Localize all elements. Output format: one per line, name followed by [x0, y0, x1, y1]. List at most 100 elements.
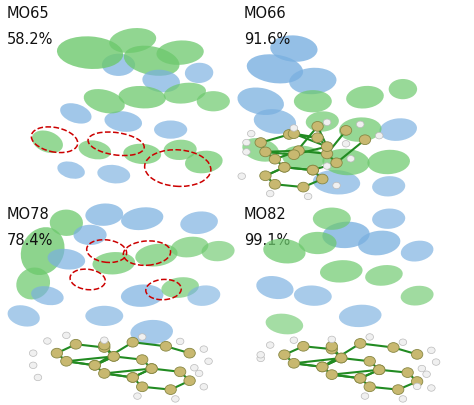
Ellipse shape [237, 87, 284, 115]
Ellipse shape [401, 241, 433, 262]
Circle shape [336, 353, 347, 363]
Ellipse shape [313, 207, 351, 230]
Circle shape [100, 337, 108, 343]
Ellipse shape [306, 111, 339, 132]
Circle shape [257, 355, 264, 362]
Text: MO65: MO65 [7, 6, 50, 21]
Circle shape [290, 125, 298, 131]
Ellipse shape [171, 237, 209, 258]
Circle shape [165, 385, 176, 394]
Circle shape [99, 343, 110, 352]
Circle shape [307, 165, 319, 175]
Ellipse shape [135, 244, 178, 266]
Text: 58.2%: 58.2% [7, 32, 54, 47]
Ellipse shape [346, 86, 384, 109]
Ellipse shape [358, 230, 401, 256]
Circle shape [321, 149, 333, 159]
Circle shape [288, 358, 300, 368]
Circle shape [423, 371, 430, 377]
Circle shape [34, 374, 42, 381]
Ellipse shape [313, 170, 360, 194]
Circle shape [279, 162, 290, 172]
Circle shape [355, 373, 366, 383]
Text: MO78: MO78 [7, 207, 50, 222]
Circle shape [317, 362, 328, 372]
Circle shape [127, 337, 138, 347]
Circle shape [399, 396, 407, 402]
Text: 91.6%: 91.6% [244, 32, 291, 47]
Circle shape [176, 338, 184, 345]
Ellipse shape [322, 222, 370, 248]
Circle shape [260, 147, 271, 157]
Circle shape [366, 334, 374, 340]
Circle shape [195, 370, 203, 377]
Ellipse shape [322, 149, 370, 175]
Ellipse shape [320, 260, 363, 283]
Circle shape [413, 383, 421, 390]
Text: MO82: MO82 [244, 207, 287, 222]
Circle shape [298, 341, 309, 351]
Ellipse shape [164, 83, 206, 104]
Circle shape [374, 365, 385, 375]
Circle shape [388, 343, 399, 352]
Ellipse shape [109, 28, 156, 53]
Circle shape [342, 141, 350, 147]
Ellipse shape [263, 239, 306, 264]
Circle shape [108, 352, 119, 361]
Circle shape [356, 121, 364, 128]
Circle shape [255, 138, 266, 147]
Circle shape [321, 142, 333, 151]
Circle shape [70, 339, 82, 349]
Circle shape [364, 356, 375, 366]
Circle shape [127, 373, 138, 382]
Ellipse shape [142, 70, 180, 92]
Ellipse shape [256, 276, 293, 299]
Circle shape [44, 338, 51, 344]
Circle shape [418, 365, 426, 372]
Ellipse shape [21, 227, 64, 275]
Circle shape [293, 146, 304, 156]
Text: 99.1%: 99.1% [244, 233, 291, 248]
Ellipse shape [372, 176, 405, 196]
Circle shape [331, 158, 342, 168]
Ellipse shape [97, 165, 130, 183]
Ellipse shape [60, 103, 91, 124]
Ellipse shape [118, 86, 166, 109]
Circle shape [326, 344, 337, 354]
Ellipse shape [265, 313, 303, 335]
Ellipse shape [8, 305, 40, 326]
Circle shape [137, 382, 148, 392]
Ellipse shape [270, 35, 318, 62]
Circle shape [238, 173, 246, 179]
Circle shape [347, 156, 355, 162]
Circle shape [200, 384, 208, 390]
Circle shape [317, 362, 328, 372]
Circle shape [288, 150, 300, 160]
Ellipse shape [187, 286, 220, 306]
Ellipse shape [294, 286, 332, 306]
Circle shape [317, 174, 328, 184]
Ellipse shape [154, 120, 187, 139]
Circle shape [257, 352, 264, 358]
Circle shape [290, 337, 298, 343]
Ellipse shape [254, 109, 296, 134]
Circle shape [99, 369, 110, 378]
Circle shape [336, 353, 347, 363]
Circle shape [269, 154, 281, 164]
Ellipse shape [282, 145, 325, 171]
Circle shape [411, 350, 423, 359]
Circle shape [323, 163, 331, 169]
Circle shape [323, 119, 331, 126]
Ellipse shape [121, 207, 164, 230]
Circle shape [243, 139, 250, 146]
Ellipse shape [201, 241, 235, 261]
Circle shape [146, 364, 157, 373]
Circle shape [174, 367, 186, 377]
Ellipse shape [372, 209, 405, 229]
Circle shape [108, 352, 119, 361]
Circle shape [364, 382, 375, 392]
Circle shape [266, 342, 274, 348]
Circle shape [392, 385, 404, 394]
Ellipse shape [289, 68, 337, 94]
Circle shape [304, 193, 312, 200]
